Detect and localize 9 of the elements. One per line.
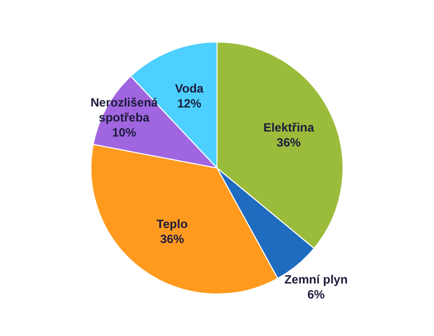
data-label: 36% <box>160 232 184 246</box>
data-label: 6% <box>307 287 325 302</box>
slice-label: Elektřina <box>263 120 314 135</box>
slice-label: Voda <box>175 81 204 96</box>
data-label: 36% <box>276 136 302 150</box>
data-label: 12% <box>177 96 202 110</box>
slice-label: Zemní plyn <box>284 272 348 286</box>
slice-label: Teplo <box>156 217 188 232</box>
data-label: 10% <box>112 125 136 140</box>
